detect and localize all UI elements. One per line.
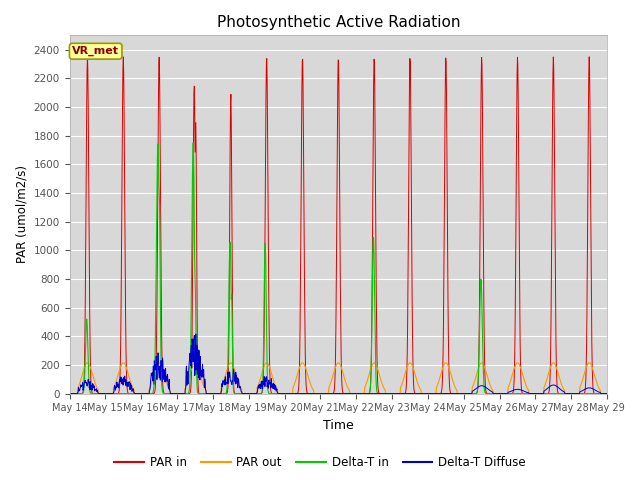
- Delta-T in: [185, 388, 193, 394]
- Delta-T Diffuse: [185, 361, 193, 367]
- Delta-T Diffuse: [66, 391, 74, 396]
- PAR in: [66, 391, 74, 396]
- PAR out: [246, 391, 253, 396]
- Delta-T in: [422, 391, 430, 396]
- PAR out: [604, 391, 611, 396]
- Delta-T Diffuse: [604, 391, 611, 396]
- Delta-T Diffuse: [540, 391, 547, 396]
- Delta-T in: [66, 391, 74, 396]
- PAR in: [84, 54, 92, 60]
- Delta-T Diffuse: [422, 391, 430, 396]
- Legend: PAR in, PAR out, Delta-T in, Delta-T Diffuse: PAR in, PAR out, Delta-T in, Delta-T Dif…: [109, 452, 531, 474]
- Text: VR_met: VR_met: [72, 46, 119, 56]
- Y-axis label: PAR (umol/m2/s): PAR (umol/m2/s): [15, 166, 28, 264]
- Delta-T in: [246, 391, 253, 396]
- Delta-T in: [172, 391, 180, 396]
- PAR in: [186, 391, 193, 396]
- Delta-T Diffuse: [246, 391, 253, 396]
- PAR in: [540, 391, 547, 396]
- Line: PAR out: PAR out: [70, 363, 607, 394]
- Delta-T in: [540, 391, 547, 396]
- PAR out: [173, 391, 180, 396]
- PAR out: [422, 391, 430, 396]
- Delta-T in: [189, 140, 197, 146]
- PAR out: [540, 391, 547, 396]
- Delta-T in: [492, 391, 500, 396]
- PAR in: [246, 391, 253, 396]
- PAR in: [492, 391, 500, 396]
- PAR out: [492, 391, 500, 396]
- Line: Delta-T Diffuse: Delta-T Diffuse: [70, 334, 607, 394]
- Line: PAR in: PAR in: [70, 57, 607, 394]
- Delta-T Diffuse: [492, 391, 500, 396]
- PAR out: [186, 373, 193, 379]
- Delta-T Diffuse: [192, 331, 200, 337]
- Title: Photosynthetic Active Radiation: Photosynthetic Active Radiation: [216, 15, 460, 30]
- Delta-T Diffuse: [172, 391, 180, 396]
- PAR in: [173, 391, 180, 396]
- Delta-T in: [604, 391, 611, 396]
- PAR in: [604, 391, 611, 396]
- PAR out: [66, 391, 74, 396]
- PAR in: [422, 391, 430, 396]
- PAR out: [84, 360, 92, 366]
- X-axis label: Time: Time: [323, 419, 354, 432]
- Line: Delta-T in: Delta-T in: [70, 143, 607, 394]
